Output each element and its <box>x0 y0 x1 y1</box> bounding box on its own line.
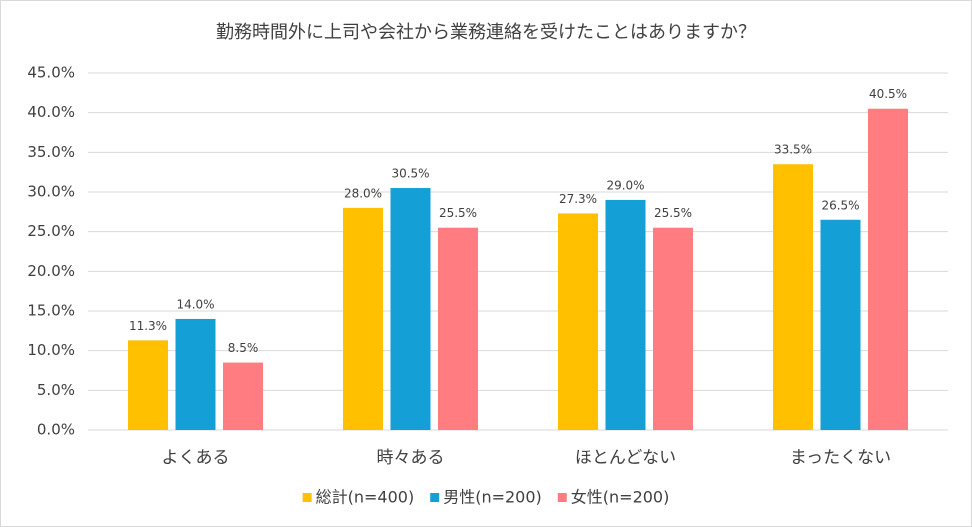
bar <box>773 164 813 430</box>
y-tick-label: 40.0% <box>27 103 75 121</box>
bar <box>343 207 383 430</box>
legend-swatch <box>557 493 567 502</box>
bar <box>653 227 693 430</box>
bar <box>175 318 216 430</box>
bar <box>128 340 168 430</box>
chart-title: 勤務時間外に上司や会社から業務連絡を受けたことはありますか？ <box>216 22 756 43</box>
y-tick-label: 30.0% <box>27 183 75 201</box>
value-label: 11.3% <box>129 319 167 333</box>
bar <box>605 199 646 430</box>
y-tick-label: 35.0% <box>27 143 75 161</box>
y-tick-label: 45.0% <box>27 64 75 82</box>
value-label: 33.5% <box>774 143 812 157</box>
y-tick-label: 5.0% <box>37 381 75 399</box>
value-label: 26.5% <box>821 198 859 212</box>
value-label: 28.0% <box>344 186 382 200</box>
bar <box>558 213 598 430</box>
legend-swatch <box>302 493 312 502</box>
x-tick-label: ほとんどない <box>575 448 676 468</box>
bar <box>868 108 908 430</box>
y-tick-label: 20.0% <box>27 262 75 280</box>
y-tick-label: 15.0% <box>27 302 75 320</box>
legend-label: 総計(n=400) <box>316 488 415 507</box>
y-tick-label: 25.0% <box>27 222 75 240</box>
bar <box>820 219 861 430</box>
bar <box>438 227 478 430</box>
legend-label: 女性(n=200) <box>571 488 670 507</box>
bar <box>223 362 263 430</box>
bar <box>390 188 431 430</box>
y-tick-label: 0.0% <box>37 421 75 439</box>
x-tick-label: 時々ある <box>377 448 445 468</box>
y-tick-label: 10.0% <box>27 341 75 359</box>
value-label: 29.0% <box>606 178 644 192</box>
value-label: 27.3% <box>559 192 597 206</box>
value-label: 30.5% <box>391 167 429 181</box>
legend-label: 男性(n=200) <box>443 488 542 507</box>
value-label: 25.5% <box>439 206 477 220</box>
value-label: 40.5% <box>869 87 907 101</box>
x-tick-label: まったくない <box>790 448 891 468</box>
value-label: 14.0% <box>176 297 214 311</box>
x-tick-label: よくある <box>162 448 230 468</box>
legend-swatch <box>430 493 440 502</box>
value-label: 8.5% <box>228 341 259 355</box>
value-label: 25.5% <box>654 206 692 220</box>
